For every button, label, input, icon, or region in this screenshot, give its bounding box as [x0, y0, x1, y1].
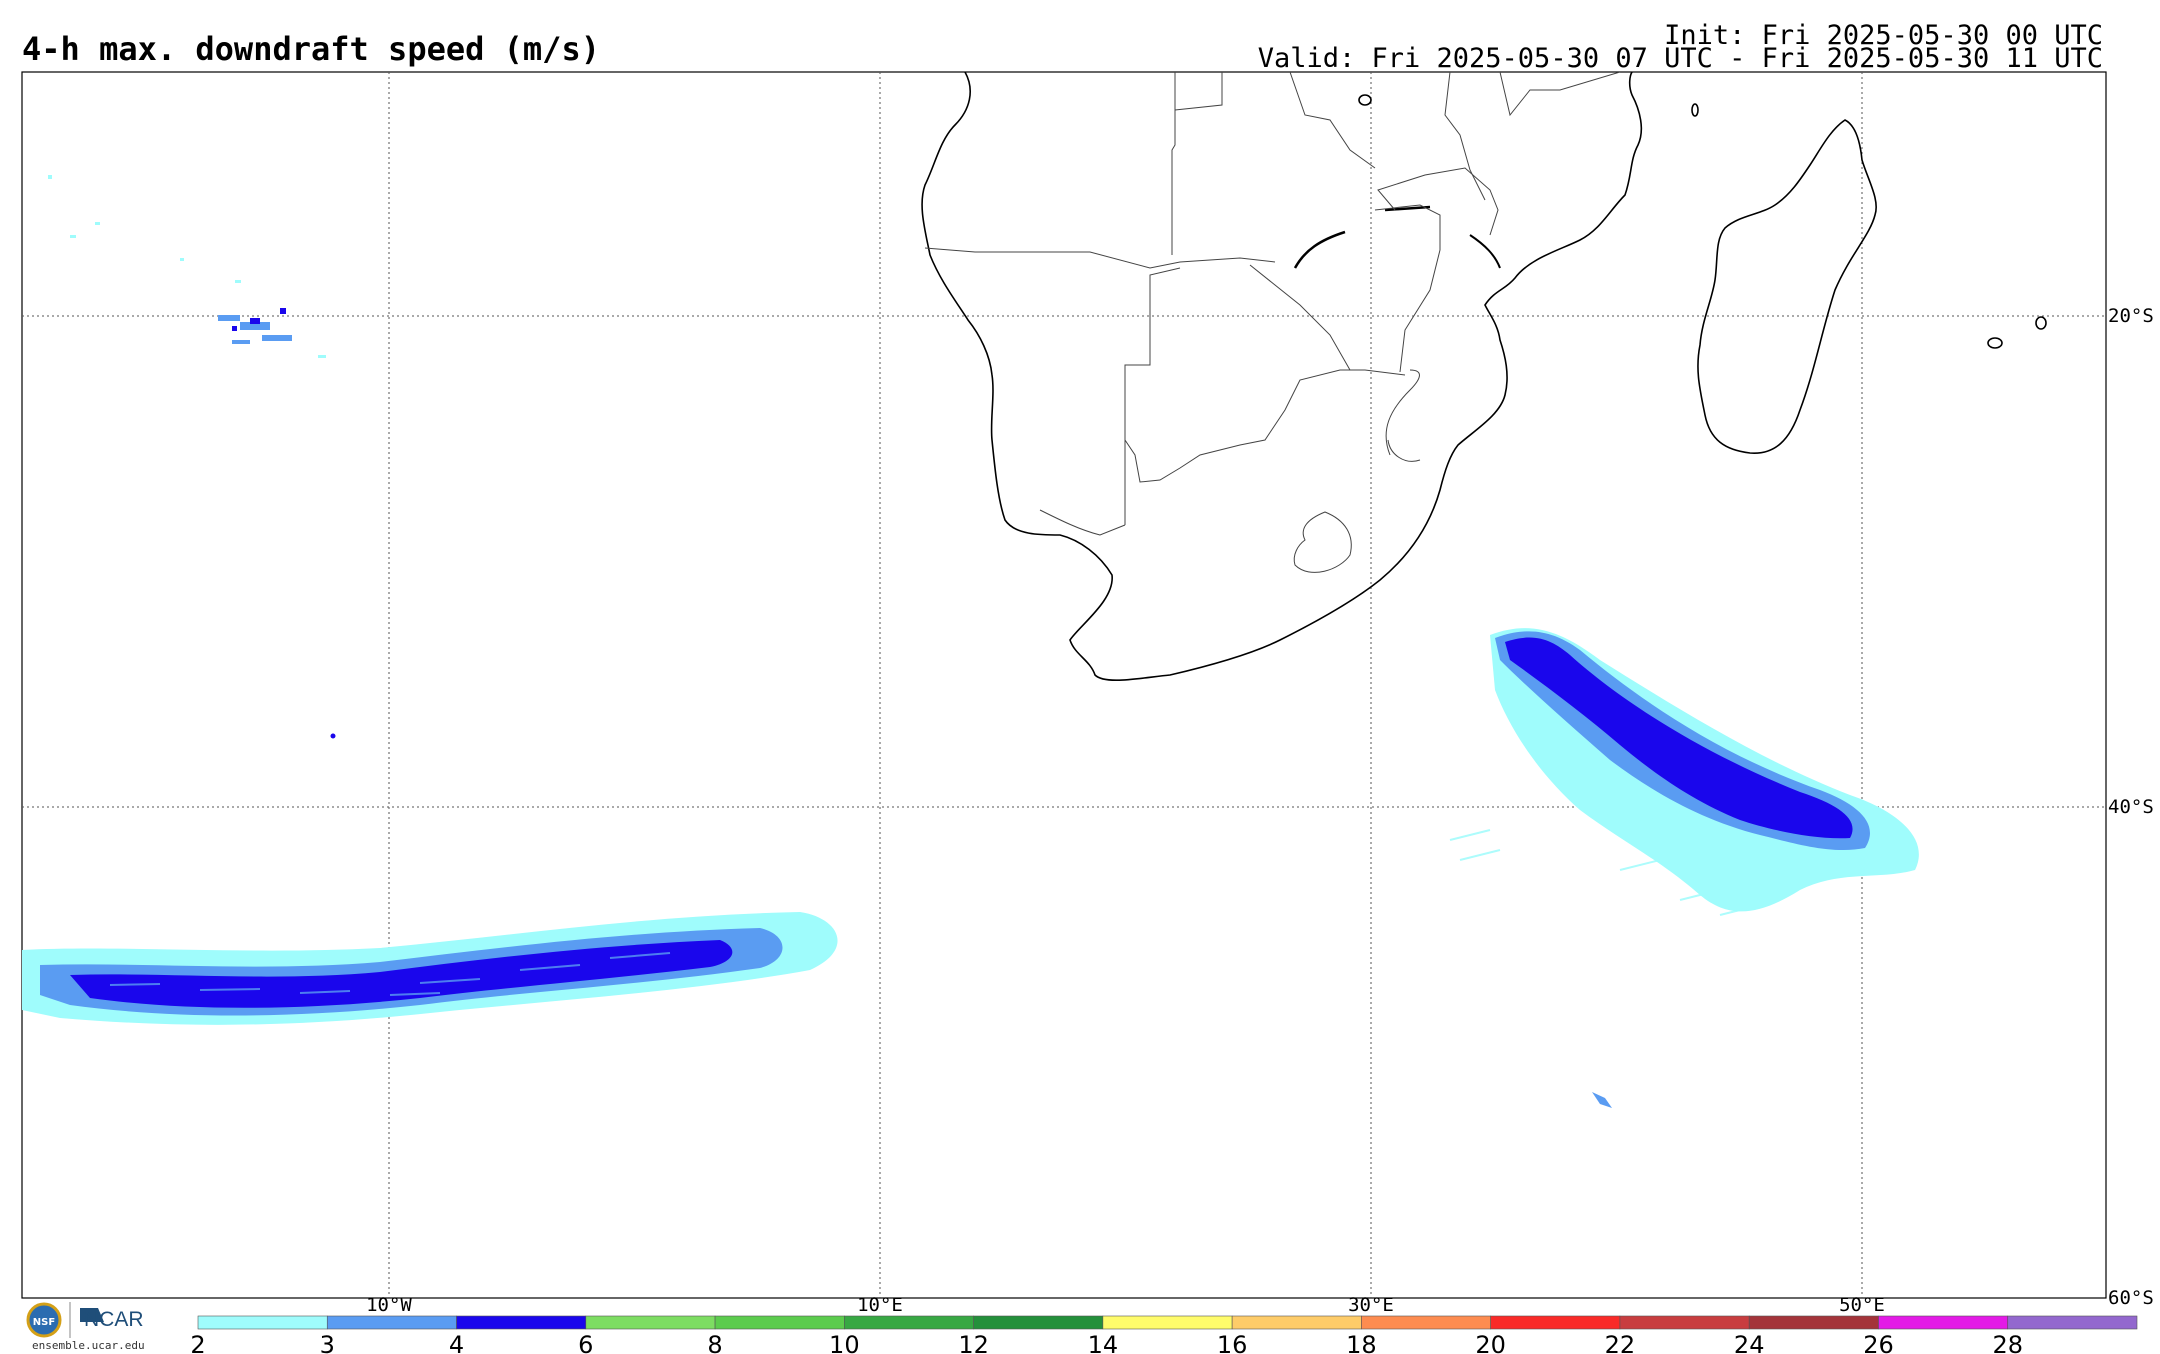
border-drc: [1174, 72, 1223, 111]
lake-kariba-north: [1358, 94, 1372, 106]
axis-labels: 10°W 10°E 30°E 50°E 20°S 40°S 60°S: [366, 305, 2154, 1316]
colorbar-swatch: [1361, 1315, 1491, 1330]
colorbar-swatch: [2007, 1315, 2138, 1330]
island-comoros: [1691, 103, 1699, 117]
border-lesotho: [1293, 511, 1352, 573]
colorbar-tick-label: 18: [1346, 1331, 1377, 1354]
colorbar-tick-label: 12: [958, 1331, 989, 1354]
border-moz-zim: [1374, 204, 1441, 373]
border-namibia-sa: [1039, 509, 1126, 536]
lon-label-10w: 10°W: [366, 1294, 412, 1316]
lake-kariba: [1293, 230, 1346, 269]
colorbar-swatch: [326, 1315, 457, 1330]
colorbar-tick-label: 10: [829, 1331, 860, 1354]
colorbar-tick-labels: 2 3 4 6 8 10 12 14 16 18 20 22 24 26 28: [190, 1331, 2023, 1354]
downdraft-field: [22, 175, 1919, 1108]
colorbar-tick-label: 3: [320, 1331, 335, 1354]
footer-url: ensemble.ucar.edu: [32, 1339, 145, 1352]
map-title: 4-h max. downdraft speed (m/s): [22, 30, 600, 68]
colorbar-swatch: [456, 1315, 587, 1330]
lat-label-40s: 40°S: [2108, 796, 2154, 818]
svg-text:NSF: NSF: [33, 1317, 55, 1328]
madagascar: [1697, 119, 1877, 454]
border-zambia-malawi: [1377, 167, 1499, 236]
lake-malawi-shore: [1469, 234, 1501, 269]
field-cell-south: [1592, 1092, 1612, 1108]
colorbar-tick-label: 24: [1734, 1331, 1765, 1354]
colorbar-swatch: [1231, 1315, 1362, 1330]
border-angola-namibia: [924, 247, 1276, 269]
map-frame: [21, 71, 2107, 1299]
colorbar-swatch: [714, 1315, 845, 1330]
lon-label-50e: 50°E: [1839, 1294, 1885, 1316]
colorbar-tick-label: 2: [190, 1331, 205, 1354]
colorbar-tick-label: 28: [1992, 1331, 2023, 1354]
border-tanzania-moz: [1499, 72, 1621, 117]
colorbar-swatch: [1748, 1315, 1879, 1330]
colorbar-swatch: [1490, 1315, 1621, 1330]
colorbar-swatch: [585, 1315, 716, 1330]
colorbar-swatch: [197, 1315, 328, 1330]
coastlines: [921, 72, 2047, 681]
colorbar-tick-label: 22: [1605, 1331, 1636, 1354]
field-cells-northwest: [218, 315, 292, 344]
colorbar-swatch: [1878, 1315, 2009, 1330]
colorbar-tick-label: 4: [449, 1331, 464, 1354]
africa-coast: [921, 72, 1643, 681]
field-cell-mid: [330, 733, 336, 739]
lake-cahora: [1384, 205, 1431, 212]
ncar-logo-text: NCAR: [84, 1308, 144, 1331]
island-mauritius: [1987, 337, 2003, 349]
border-zim-botswana: [1249, 264, 1351, 371]
colorbar: [197, 1315, 2138, 1330]
colorbar-tick-label: 16: [1217, 1331, 1248, 1354]
field-blue-west: [70, 940, 733, 1008]
colorbar-swatch: [973, 1315, 1104, 1330]
field-blue-east: [1505, 637, 1853, 839]
island-reunion: [2035, 316, 2047, 330]
colorbar-swatch: [844, 1315, 974, 1330]
border-angola-zambia: [1171, 72, 1176, 255]
border-sa-east: [1385, 369, 1420, 456]
border-botswana-south: [1124, 369, 1406, 483]
border-malawi-tanzania: [1444, 72, 1486, 201]
border-zambia-drc: [1289, 72, 1376, 169]
border-namibia-botswana: [1124, 267, 1181, 525]
colorbar-tick-label: 26: [1863, 1331, 1894, 1354]
init-time: Init: Fri 2025-05-30 00 UTC: [1664, 20, 2103, 51]
border-swaziland: [1387, 439, 1421, 462]
nsf-logo: NSF: [26, 1302, 104, 1338]
valid-time: Valid: Fri 2025-05-30 07 UTC - Fri 2025-…: [1257, 43, 2103, 74]
colorbar-swatch: [1619, 1315, 1750, 1330]
ncar-icon: [80, 1308, 104, 1322]
lat-label-20s: 20°S: [2108, 305, 2154, 327]
lon-label-10e: 10°E: [857, 1294, 903, 1316]
colorbar-tick-label: 20: [1475, 1331, 1506, 1354]
lat-label-60s: 60°S: [2108, 1287, 2154, 1309]
colorbar-tick-label: 6: [578, 1331, 593, 1354]
colorbar-tick-label: 8: [707, 1331, 722, 1354]
colorbar-swatch: [1102, 1315, 1233, 1330]
country-borders: [924, 72, 1621, 573]
lon-label-30e: 30°E: [1348, 1294, 1394, 1316]
colorbar-tick-label: 14: [1088, 1331, 1119, 1354]
